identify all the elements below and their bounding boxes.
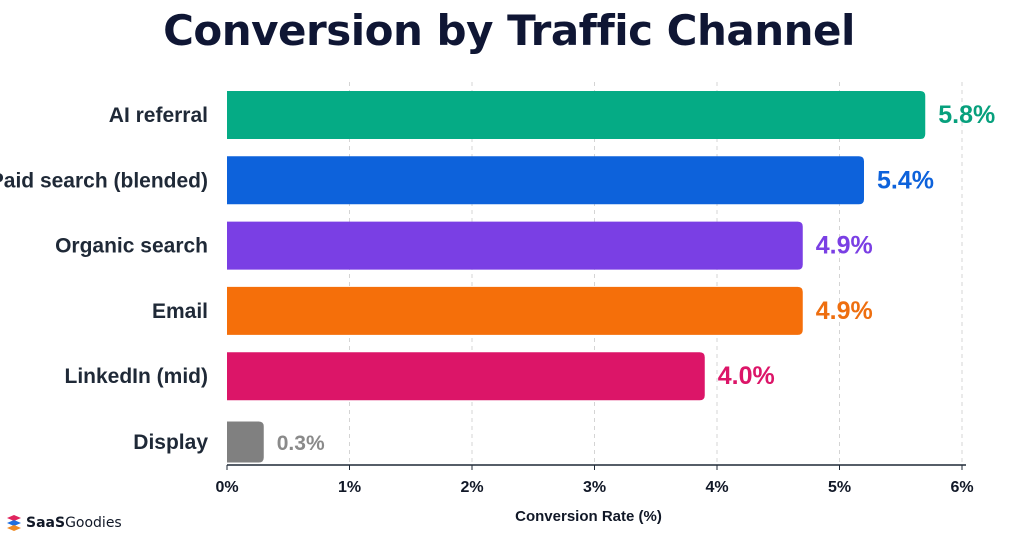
brand-logo: SaaSGoodies	[6, 514, 122, 532]
tick-label: 6%	[950, 479, 973, 496]
tick-label: 0%	[215, 479, 238, 496]
value-label: 5.8%	[938, 101, 995, 129]
x-tick-labels: 0% 1% 2% 3% 4% 5% 6%	[215, 465, 974, 496]
tick-label: 3%	[583, 479, 606, 496]
category-label: Organic search	[55, 235, 208, 258]
bar	[227, 352, 705, 401]
value-label: 4.9%	[816, 232, 873, 260]
brand-name: SaaSGoodies	[26, 515, 122, 531]
tick-label: 1%	[338, 479, 361, 496]
category-label: Paid search (blended)	[0, 169, 208, 192]
value-label: 4.0%	[718, 362, 775, 390]
grid-lines	[349, 82, 963, 465]
bar	[227, 221, 803, 270]
category-labels: AI referral Paid search (blended) Organic …	[0, 104, 208, 454]
x-axis-title: Conversion Rate (%)	[515, 508, 662, 525]
bar	[227, 421, 264, 463]
category-label: AI referral	[109, 104, 208, 127]
value-label: 0.3%	[277, 432, 325, 455]
bar	[227, 156, 864, 205]
tick-label: 5%	[828, 479, 851, 496]
category-label: Email	[152, 300, 208, 323]
category-label: LinkedIn (mid)	[65, 365, 209, 388]
tick-label: 2%	[460, 479, 483, 496]
value-label: 4.9%	[816, 297, 873, 325]
value-label: 5.4%	[877, 166, 934, 194]
bar	[227, 286, 803, 335]
category-label: Display	[133, 431, 208, 454]
layers-logo-icon	[7, 515, 21, 531]
bars	[227, 91, 926, 463]
chart-title: Conversion by Traffic Channel	[163, 6, 855, 55]
tick-label: 4%	[705, 479, 728, 496]
value-labels: 5.8% 5.4% 4.9% 4.9% 4.0% 0.3%	[277, 101, 995, 455]
bar	[227, 91, 926, 139]
